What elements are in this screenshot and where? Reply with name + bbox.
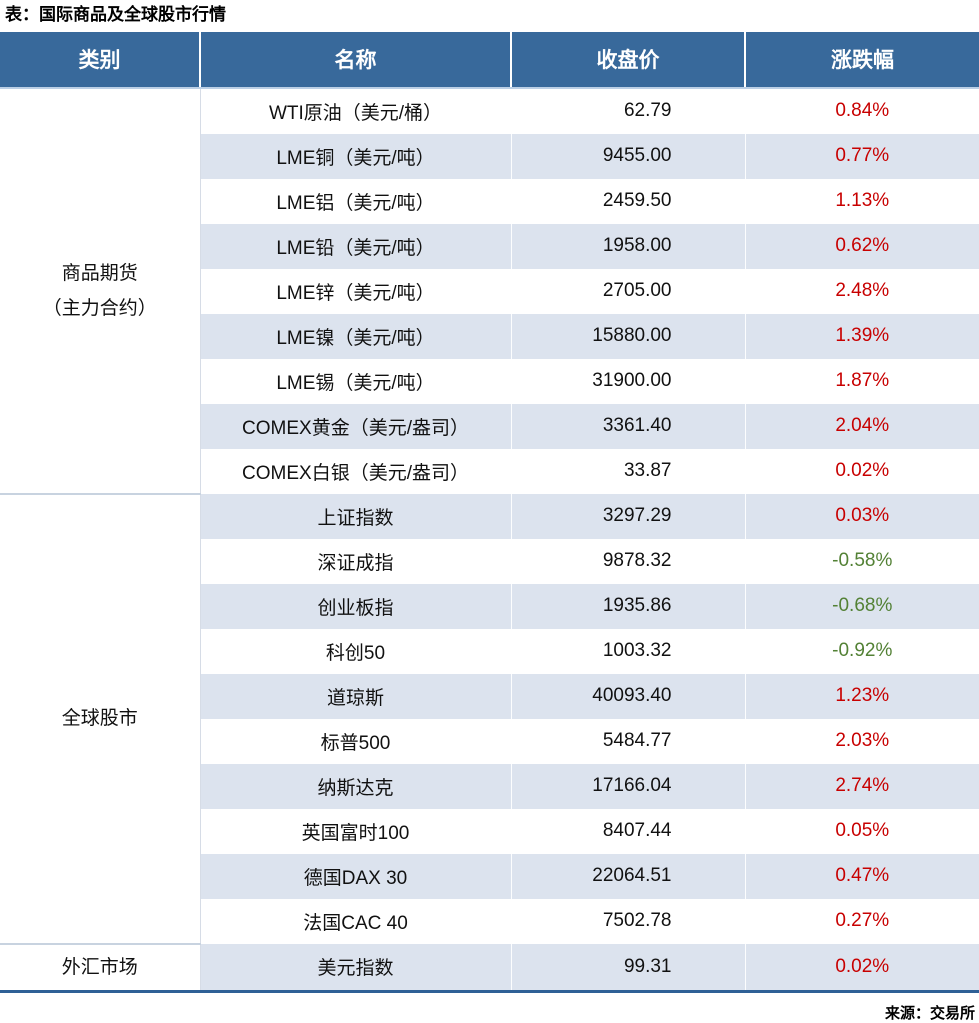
name-cell: LME锡（美元/吨） (200, 358, 512, 404)
header-close-price: 收盘价 (510, 31, 745, 89)
close-price-cell: 22064.51 (511, 853, 746, 899)
close-price-cell: 40093.40 (511, 673, 746, 719)
change-pct-cell: 2.48% (745, 268, 979, 314)
close-price-cell: 2459.50 (511, 178, 746, 224)
table-header: 类别 名称 收盘价 涨跌幅 (0, 31, 979, 89)
name-cell: 纳斯达克 (200, 763, 512, 809)
name-cell: 英国富时100 (200, 808, 512, 854)
change-pct-cell: -0.58% (745, 538, 979, 584)
table-row: 全球股市 上证指数 3297.29 0.03% (0, 492, 979, 944)
change-pct-cell: 2.03% (745, 718, 979, 764)
close-price-cell: 1935.86 (511, 583, 746, 629)
name-cell: 深证成指 (200, 538, 512, 584)
table-row: 创业板指 1935.86 -0.68% (0, 583, 979, 629)
name-cell: 法国CAC 40 (200, 898, 512, 944)
close-price-cell: 99.31 (511, 943, 746, 992)
table-row: LME铜（美元/吨） 9455.00 0.77% (0, 133, 979, 179)
table-row: 标普500 5484.77 2.03% (0, 718, 979, 764)
name-cell: 创业板指 (200, 583, 512, 629)
close-price-cell: 3361.40 (511, 403, 746, 449)
change-pct-cell: -0.68% (745, 583, 979, 629)
change-pct-cell: 0.27% (745, 898, 979, 944)
change-pct-cell: 0.84% (745, 87, 979, 134)
name-cell: LME锌（美元/吨） (200, 268, 512, 314)
table-row: LME铝（美元/吨） 2459.50 1.13% (0, 178, 979, 224)
close-price-cell: 1003.32 (511, 628, 746, 674)
table-row: LME铅（美元/吨） 1958.00 0.62% (0, 223, 979, 269)
table-row: 深证成指 9878.32 -0.58% (0, 538, 979, 584)
change-pct-cell: 2.04% (745, 403, 979, 449)
change-pct-cell: 1.23% (745, 673, 979, 719)
name-cell: LME铅（美元/吨） (200, 223, 512, 269)
table-row: COMEX黄金（美元/盎司） 3361.40 2.04% (0, 403, 979, 449)
table-row: LME锡（美元/吨） 31900.00 1.87% (0, 358, 979, 404)
change-pct-cell: 0.03% (745, 493, 979, 539)
category-cell-commodity-futures: 商品期货 （主力合约） (0, 87, 201, 494)
header-name: 名称 (199, 31, 511, 89)
table-row: COMEX白银（美元/盎司） 33.87 0.02% (0, 448, 979, 494)
table-row: LME镍（美元/吨） 15880.00 1.39% (0, 313, 979, 359)
change-pct-cell: 0.02% (745, 448, 979, 494)
header-change-pct: 涨跌幅 (744, 31, 979, 89)
header-row: 类别 名称 收盘价 涨跌幅 (0, 31, 979, 89)
close-price-cell: 8407.44 (511, 808, 746, 854)
table-row: 外汇市场 美元指数 99.31 0.02% (0, 942, 979, 992)
change-pct-cell: -0.92% (745, 628, 979, 674)
name-cell: COMEX白银（美元/盎司） (200, 448, 512, 494)
name-cell: COMEX黄金（美元/盎司） (200, 403, 512, 449)
category-label: 商品期货 (61, 262, 138, 284)
market-data-table: 类别 名称 收盘价 涨跌幅 商品期货 （主力合约） WTI原油（美元/桶） 62… (0, 31, 979, 993)
close-price-cell: 7502.78 (511, 898, 746, 944)
close-price-cell: 31900.00 (511, 358, 746, 404)
change-pct-cell: 0.02% (745, 943, 979, 992)
name-cell: LME铜（美元/吨） (200, 133, 512, 179)
table-row: 科创50 1003.32 -0.92% (0, 628, 979, 674)
table-row: 法国CAC 40 7502.78 0.27% (0, 898, 979, 944)
name-cell: LME铝（美元/吨） (200, 178, 512, 224)
change-pct-cell: 1.87% (745, 358, 979, 404)
close-price-cell: 9878.32 (511, 538, 746, 584)
close-price-cell: 2705.00 (511, 268, 746, 314)
change-pct-cell: 0.77% (745, 133, 979, 179)
close-price-cell: 9455.00 (511, 133, 746, 179)
name-cell: 上证指数 (200, 493, 512, 539)
change-pct-cell: 0.62% (745, 223, 979, 269)
name-cell: 道琼斯 (200, 673, 512, 719)
table-row: 道琼斯 40093.40 1.23% (0, 673, 979, 719)
table-row: 商品期货 （主力合约） WTI原油（美元/桶） 62.79 0.84% (0, 87, 979, 494)
table-title: 表：国际商品及全球股市行情 (5, 5, 226, 24)
name-cell: 德国DAX 30 (200, 853, 512, 899)
change-pct-cell: 1.39% (745, 313, 979, 359)
table-row: 英国富时100 8407.44 0.05% (0, 808, 979, 854)
close-price-cell: 3297.29 (511, 493, 746, 539)
change-pct-cell: 0.47% (745, 853, 979, 899)
table-row: 德国DAX 30 22064.51 0.47% (0, 853, 979, 899)
category-label: 外汇市场 (61, 956, 138, 978)
category-label: 全球股市 (61, 708, 138, 730)
close-price-cell: 33.87 (511, 448, 746, 494)
name-cell: 科创50 (200, 628, 512, 674)
name-cell: LME镍（美元/吨） (200, 313, 512, 359)
table-row: LME锌（美元/吨） 2705.00 2.48% (0, 268, 979, 314)
name-cell: WTI原油（美元/桶） (200, 87, 512, 134)
header-category: 类别 (0, 31, 200, 89)
category-label: （主力合约） (42, 297, 157, 319)
close-price-cell: 5484.77 (511, 718, 746, 764)
name-cell: 标普500 (200, 718, 512, 764)
close-price-cell: 1958.00 (511, 223, 746, 269)
close-price-cell: 17166.04 (511, 763, 746, 809)
close-price-cell: 15880.00 (511, 313, 746, 359)
source-note: 来源：交易所 (884, 1004, 975, 1022)
table-body: 商品期货 （主力合约） WTI原油（美元/桶） 62.79 0.84% LME铜… (0, 87, 979, 992)
change-pct-cell: 2.74% (745, 763, 979, 809)
name-cell: 美元指数 (200, 943, 512, 992)
change-pct-cell: 0.05% (745, 808, 979, 854)
category-cell-forex: 外汇市场 (0, 942, 201, 992)
category-cell-global-stocks: 全球股市 (0, 492, 201, 944)
table-row: 纳斯达克 17166.04 2.74% (0, 763, 979, 809)
change-pct-cell: 1.13% (745, 178, 979, 224)
close-price-cell: 62.79 (511, 87, 746, 134)
